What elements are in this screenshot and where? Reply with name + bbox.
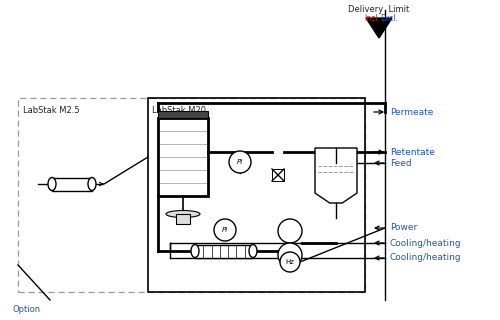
Bar <box>272 169 284 181</box>
Bar <box>148 98 365 292</box>
Circle shape <box>278 219 302 243</box>
Circle shape <box>229 151 251 173</box>
Bar <box>176 214 190 224</box>
Polygon shape <box>366 18 392 38</box>
Text: LabStak M2.5: LabStak M2.5 <box>23 106 80 115</box>
Text: Incl.: Incl. <box>364 14 380 23</box>
Polygon shape <box>315 148 357 203</box>
Circle shape <box>280 252 300 272</box>
Text: Power: Power <box>390 223 417 233</box>
Bar <box>158 118 208 196</box>
Text: Pi: Pi <box>222 227 228 233</box>
Ellipse shape <box>88 178 96 190</box>
Circle shape <box>278 243 302 267</box>
Text: Delivery  Limit: Delivery Limit <box>348 5 410 14</box>
Text: LabStak M20: LabStak M20 <box>152 106 206 115</box>
Text: Pi: Pi <box>237 159 243 165</box>
Bar <box>195 245 253 258</box>
Circle shape <box>214 219 236 241</box>
Text: Retentate: Retentate <box>390 148 435 156</box>
Text: Feed: Feed <box>390 158 411 167</box>
Bar <box>52 178 92 191</box>
Ellipse shape <box>166 211 200 218</box>
Text: Hz: Hz <box>286 259 294 265</box>
Text: Cooling/heating: Cooling/heating <box>390 253 462 262</box>
Text: Excl.: Excl. <box>380 14 398 23</box>
Bar <box>18 98 365 292</box>
Text: Cooling/heating: Cooling/heating <box>390 238 462 247</box>
Ellipse shape <box>48 178 56 190</box>
Ellipse shape <box>191 244 199 258</box>
Bar <box>158 111 208 118</box>
Text: Permeate: Permeate <box>390 108 434 116</box>
Ellipse shape <box>249 244 257 258</box>
Text: Option: Option <box>12 305 40 314</box>
